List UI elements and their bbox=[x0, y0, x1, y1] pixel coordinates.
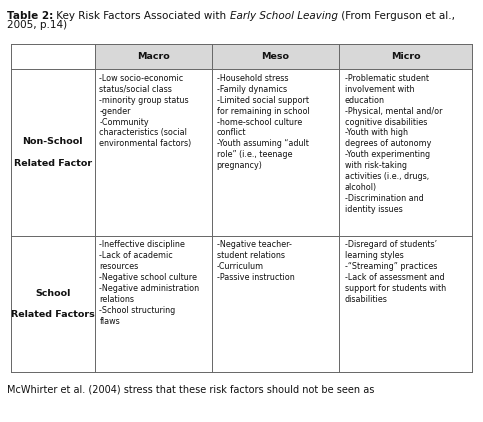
Text: -Problematic student
involvement with
education
-Physical, mental and/or
cogniti: -Problematic student involvement with ed… bbox=[344, 74, 442, 214]
Text: -Household stress
-Family dynamics
-Limited social support
for remaining in scho: -Household stress -Family dynamics -Limi… bbox=[217, 74, 310, 170]
Text: Micro: Micro bbox=[391, 52, 421, 61]
Text: Non-School

Related Factor: Non-School Related Factor bbox=[14, 137, 92, 168]
Text: 2005, p.14): 2005, p.14) bbox=[7, 20, 67, 30]
Text: -Disregard of students’
learning styles
-“Streaming” practices
-Lack of assessme: -Disregard of students’ learning styles … bbox=[344, 240, 446, 304]
Text: Table 2:: Table 2: bbox=[7, 11, 54, 21]
Text: School

Related Factors: School Related Factors bbox=[11, 289, 95, 319]
Text: McWhirter et al. (2004) stress that these risk factors should not be seen as: McWhirter et al. (2004) stress that thes… bbox=[7, 384, 375, 394]
Text: Macro: Macro bbox=[137, 52, 170, 61]
Text: Key Risk Factors Associated with: Key Risk Factors Associated with bbox=[54, 11, 230, 21]
Text: Meso: Meso bbox=[261, 52, 289, 61]
Text: -Ineffective discipline
-Lack of academic
resources
-Negative school culture
-Ne: -Ineffective discipline -Lack of academi… bbox=[99, 240, 199, 326]
Text: -Low socio-economic
status/social class
-minority group status
-gender
-Communit: -Low socio-economic status/social class … bbox=[99, 74, 192, 149]
Text: -Negative teacher-
student relations
-Curriculum
-Passive instruction: -Negative teacher- student relations -Cu… bbox=[217, 240, 295, 282]
Text: Early School Leaving: Early School Leaving bbox=[230, 11, 338, 21]
Text: (From Ferguson et al.,: (From Ferguson et al., bbox=[338, 11, 455, 21]
